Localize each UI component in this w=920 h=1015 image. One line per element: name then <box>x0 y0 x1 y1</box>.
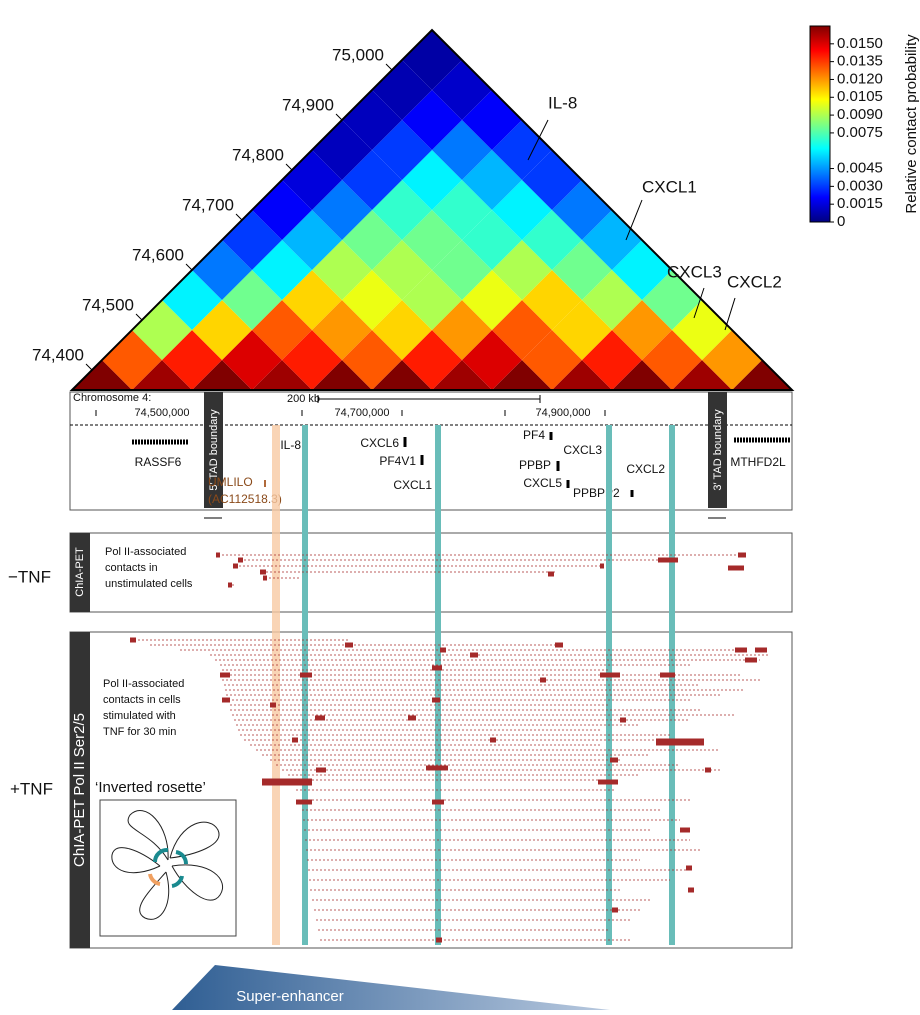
gene: PPBPP2 <box>573 486 620 500</box>
axis-tick-label: 74,500 <box>82 295 134 314</box>
axis-tick <box>336 114 342 120</box>
axis-tick-label: 74,400 <box>32 345 84 364</box>
panel-box <box>70 533 792 612</box>
inset-box <box>100 800 236 936</box>
condition-label: +TNF <box>10 779 53 798</box>
colorbar-tick-label: 0.0030 <box>837 177 883 194</box>
axis-tick-label: 75,000 <box>332 45 384 64</box>
colorbar-tick-label: 0.0045 <box>837 160 883 177</box>
axis-tick-label: 74,800 <box>232 145 284 164</box>
gene-label: CXCL3 <box>667 262 722 281</box>
coordinate: 74,900,000 <box>535 407 590 419</box>
chromosome-label: Chromosome 4: <box>73 392 151 404</box>
colorbar-tick-label: 0 <box>837 213 845 230</box>
panel-description: contacts in cells <box>103 694 181 706</box>
gene: (AC112518.3) <box>208 492 282 506</box>
colorbar-tick-label: 0.0135 <box>837 53 883 70</box>
gene: PF4 <box>523 428 545 442</box>
contact-map <box>72 30 792 420</box>
gene: MTHFD2L <box>730 455 786 469</box>
panel-description: stimulated with <box>103 710 176 722</box>
gene-label: CXCL2 <box>727 272 782 291</box>
axis-tick <box>286 164 292 170</box>
assay-label: ChIA-PET <box>74 547 86 597</box>
colorbar <box>810 26 830 222</box>
panel-description: unstimulated cells <box>105 578 193 590</box>
gene: CXCL6 <box>360 436 399 450</box>
axis-tick-label: 74,900 <box>282 95 334 114</box>
axis-tick-label: 74,700 <box>182 195 234 214</box>
assay-label: ChIA-PET Pol II Ser2/5 <box>71 713 88 867</box>
tad-label: 3′ TAD boundary <box>712 409 724 491</box>
figure: 74,400 74,500 74,600 74,700 74,800 74,900 75,0… <box>0 0 920 1010</box>
gene: CXCL3 <box>563 443 602 457</box>
gene: CXCL2 <box>626 462 665 476</box>
gene-label: IL-8 <box>548 93 577 112</box>
coordinate: 74,700,000 <box>334 407 389 419</box>
panel-description: Pol II-associated <box>105 546 186 558</box>
colorbar-tick-label: 0.0120 <box>837 70 883 87</box>
gene: CXCL1 <box>393 478 432 492</box>
axis-tick <box>136 314 142 320</box>
panel-description: contacts in <box>105 562 158 574</box>
gene: CXCL5 <box>523 476 562 490</box>
super-enhancer-label: Super-enhancer <box>236 988 344 1005</box>
scale-label: 200 kb <box>287 393 320 405</box>
colorbar-tick-label: 0.0015 <box>837 195 883 212</box>
axis-tick-label: 74,600 <box>132 245 184 264</box>
axis-tick <box>86 364 92 370</box>
pointer <box>725 298 735 330</box>
colorbar-label: Relative contact probability <box>903 34 920 214</box>
axis-tick <box>236 214 242 220</box>
gene-label: CXCL1 <box>642 177 697 196</box>
inset-label: ‘Inverted rosette’ <box>95 779 206 796</box>
gene: RASSF6 <box>135 455 182 469</box>
axis-tick <box>386 64 392 70</box>
gene: PPBP <box>519 458 551 472</box>
colorbar-tick-label: 0.0150 <box>837 35 883 52</box>
gene: IL-8 <box>280 438 301 452</box>
colorbar-tick-label: 0.0075 <box>837 124 883 141</box>
condition-label: −TNF <box>8 567 51 586</box>
panel-description: Pol II-associated <box>103 678 184 690</box>
colorbar-tick-label: 0.0105 <box>837 88 883 105</box>
axis-tick <box>186 264 192 270</box>
gene: UMLILO <box>208 475 253 489</box>
coordinate: 74,500,000 <box>134 407 189 419</box>
colorbar-tick-label: 0.0090 <box>837 106 883 123</box>
gene: PF4V1 <box>379 454 416 468</box>
panel-description: TNF for 30 min <box>103 726 176 738</box>
